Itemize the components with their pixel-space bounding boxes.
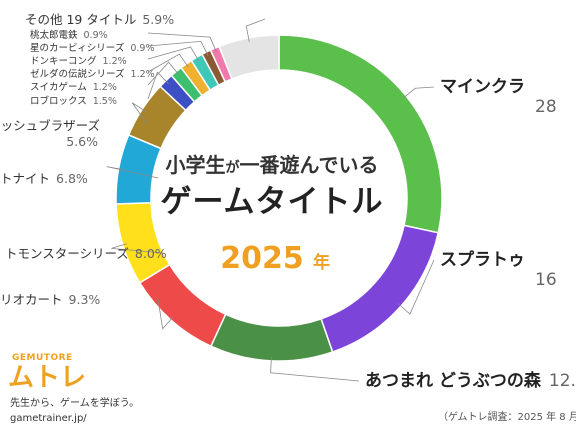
chart-subtitle: 小学生が一番遊んでいる <box>166 153 379 177</box>
logo-tagline: 先生から、ゲームを学ぼう。 <box>10 396 139 409</box>
chart-title: ゲームタイトル <box>160 184 383 220</box>
leader-line-4 <box>111 243 164 254</box>
slice-label-11: 星のカービィシリーズ 0.9% <box>30 42 154 54</box>
slice-label-12: 桃太郎電鉄 0.9% <box>30 29 108 41</box>
slice-label-9: ゼルダの伝説シリーズ 1.2% <box>30 68 155 80</box>
leader-line-1 <box>397 259 435 315</box>
slice-label-0: マインクラ28 <box>440 77 557 117</box>
slice-13 <box>218 34 280 80</box>
leader-line-5 <box>106 166 159 179</box>
leader-line-2 <box>270 356 360 382</box>
leader-line-6 <box>131 102 149 126</box>
leader-lines <box>106 18 435 382</box>
leader-line-7 <box>147 71 169 100</box>
donut-slices <box>115 34 443 362</box>
logo-wordmark: ムトレ <box>8 363 86 393</box>
slice-label-13: その他 19 タイトル 5.9% <box>25 12 174 27</box>
slice-label-1: スプラトゥ16 <box>440 249 557 290</box>
brand-logo: GEMUTORE ムトレ 先生から、ゲームを学ぼう。 gametrainer.j… <box>8 353 139 424</box>
leader-line-13 <box>245 18 266 42</box>
leader-line-0 <box>402 86 435 99</box>
slice-label-6: スマッシュブラザーズ5.6% <box>0 118 100 149</box>
source-note: （ゲムトレ調査：2025 年 8 月 <box>438 410 576 423</box>
slice-1 <box>320 224 440 353</box>
chart-year: 2025 <box>220 241 304 276</box>
slice-label-5: トナイト 6.8% <box>0 171 88 186</box>
leader-line-3 <box>157 298 174 330</box>
slice-label-3: リオカート 9.3% <box>0 292 100 307</box>
logo-url: gametrainer.jp/ <box>10 413 87 424</box>
center-title: 小学生が一番遊んでいる ゲームタイトル 2025 年 <box>160 153 383 276</box>
leader-line-11 <box>147 40 209 56</box>
chart-year-suffix: 年 <box>313 252 330 273</box>
slice-label-8: スイカゲーム 1.2% <box>30 81 117 93</box>
slice-3 <box>138 263 227 348</box>
slice-label-7: ロブロックス 1.5% <box>30 95 117 107</box>
leader-line-9 <box>147 53 189 73</box>
slice-label-4: トモンスターシリーズ 8.0% <box>5 246 167 261</box>
logo-wordmark-small: GEMUTORE <box>12 353 73 363</box>
slice-2 <box>209 313 334 362</box>
leader-line-10 <box>147 46 200 61</box>
leader-line-8 <box>147 61 180 86</box>
leader-line-12 <box>147 32 217 53</box>
slice-label-10: ドンキーコング 1.2% <box>30 55 127 67</box>
